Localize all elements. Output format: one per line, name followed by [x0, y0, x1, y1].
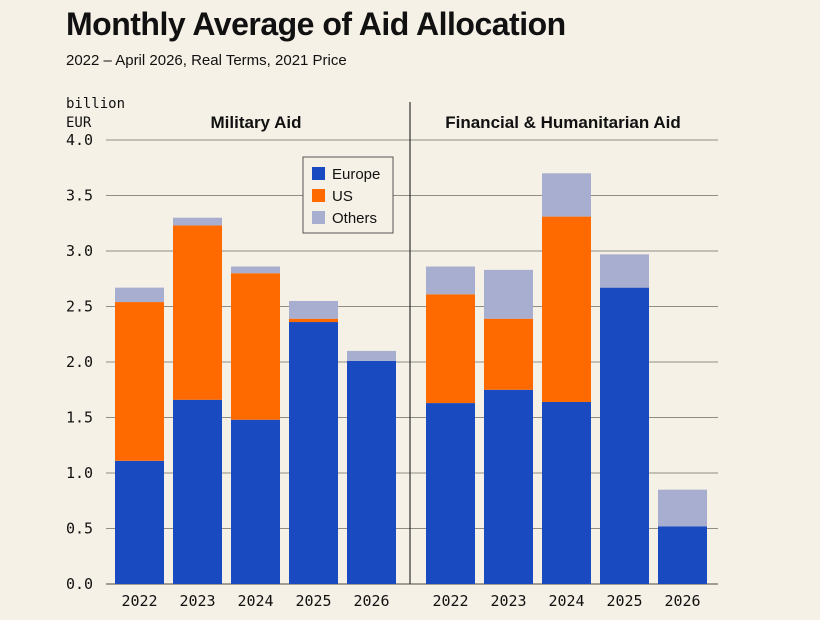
legend-swatch-us: [312, 189, 325, 202]
x-tick-label: 2023: [179, 592, 215, 610]
legend-label-europe: Europe: [332, 166, 380, 183]
y-axis-unit: EUR: [66, 115, 92, 131]
bar-others: [484, 269, 533, 319]
x-tick-label: 2022: [121, 592, 157, 610]
bar-others: [542, 173, 591, 217]
bar-others: [658, 489, 707, 527]
y-tick-label: 0.0: [66, 575, 93, 593]
y-tick-label: 1.0: [66, 464, 93, 482]
bar-others: [231, 266, 280, 274]
chart-subtitle: 2022 – April 2026, Real Terms, 2021 Pric…: [66, 52, 347, 69]
chart-title: Monthly Average of Aid Allocation: [66, 6, 566, 42]
bar-europe: [542, 401, 591, 584]
panel-title: Financial & Humanitarian Aid: [445, 113, 681, 132]
bar-us: [115, 302, 164, 461]
bar-europe: [173, 399, 222, 584]
x-tick-label: 2022: [432, 592, 468, 610]
bar-europe: [231, 419, 280, 584]
bar-europe: [289, 322, 338, 584]
bar-others: [173, 217, 222, 226]
bar-us: [231, 273, 280, 420]
bar-us: [542, 216, 591, 402]
bar-others: [600, 254, 649, 288]
y-tick-label: 2.0: [66, 353, 93, 371]
bar-others: [347, 350, 396, 361]
bar-europe: [600, 287, 649, 584]
bar-others: [289, 300, 338, 319]
panel-title: Military Aid: [211, 113, 302, 132]
bar-us: [426, 294, 475, 404]
x-tick-label: 2025: [606, 592, 642, 610]
bar-us: [484, 318, 533, 390]
x-tick-label: 2025: [295, 592, 331, 610]
bar-europe: [115, 460, 164, 584]
legend-label-others: Others: [332, 210, 377, 227]
bar-others: [426, 266, 475, 295]
x-tick-label: 2023: [490, 592, 526, 610]
bar-others: [115, 287, 164, 303]
bar-europe: [484, 389, 533, 584]
y-tick-label: 0.5: [66, 520, 93, 538]
x-tick-label: 2026: [353, 592, 389, 610]
bar-us: [173, 225, 222, 400]
legend-label-us: US: [332, 188, 353, 205]
bar-europe: [658, 526, 707, 584]
bar-europe: [347, 360, 396, 584]
y-axis-label: billion: [66, 96, 125, 112]
x-tick-label: 2026: [664, 592, 700, 610]
y-tick-label: 1.5: [66, 409, 93, 427]
legend-swatch-europe: [312, 167, 325, 180]
bar-europe: [426, 403, 475, 584]
bar-us: [289, 318, 338, 323]
x-tick-label: 2024: [548, 592, 584, 610]
y-tick-label: 3.0: [66, 242, 93, 260]
y-tick-label: 2.5: [66, 298, 93, 316]
y-tick-label: 4.0: [66, 131, 93, 149]
legend-swatch-others: [312, 211, 325, 224]
y-tick-label: 3.5: [66, 187, 93, 205]
x-tick-label: 2024: [237, 592, 273, 610]
